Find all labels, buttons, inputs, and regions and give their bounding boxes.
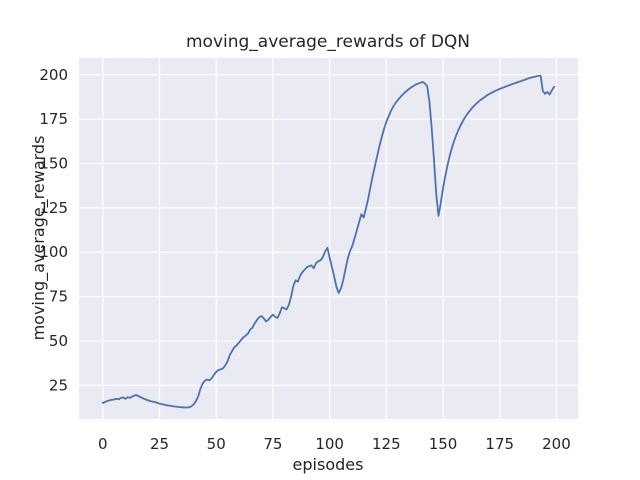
x-tick-label: 125 bbox=[372, 435, 401, 453]
y-tick-label: 25 bbox=[49, 376, 68, 394]
chart-title: moving_average_rewards of DQN bbox=[186, 32, 470, 52]
y-tick-label: 200 bbox=[39, 66, 68, 84]
y-tick-label: 125 bbox=[39, 199, 68, 217]
plot-layer: 0 25 50 75 100 125 150 175 200 25 50 75 100 125 150 175… bbox=[39, 58, 578, 453]
x-tick-label: 50 bbox=[207, 435, 226, 453]
x-tick-label: 25 bbox=[150, 435, 169, 453]
x-tick-label: 150 bbox=[429, 435, 458, 453]
reward-line bbox=[101, 74, 556, 409]
plot-area bbox=[79, 58, 578, 419]
y-tick-label: 75 bbox=[49, 288, 68, 306]
y-tick-label: 50 bbox=[49, 332, 68, 350]
x-tick-label: 100 bbox=[315, 435, 344, 453]
x-axis-label: episodes bbox=[293, 455, 364, 474]
y-tick-label: 175 bbox=[39, 110, 68, 128]
x-tick-label: 200 bbox=[542, 435, 571, 453]
x-tick-label: 175 bbox=[485, 435, 514, 453]
x-tick-label: 0 bbox=[98, 435, 108, 453]
x-tick-label: 75 bbox=[263, 435, 282, 453]
y-tick-label: 150 bbox=[39, 155, 68, 173]
y-tick-label: 100 bbox=[39, 243, 68, 261]
y-axis-label: moving_average_rewards bbox=[29, 136, 49, 341]
